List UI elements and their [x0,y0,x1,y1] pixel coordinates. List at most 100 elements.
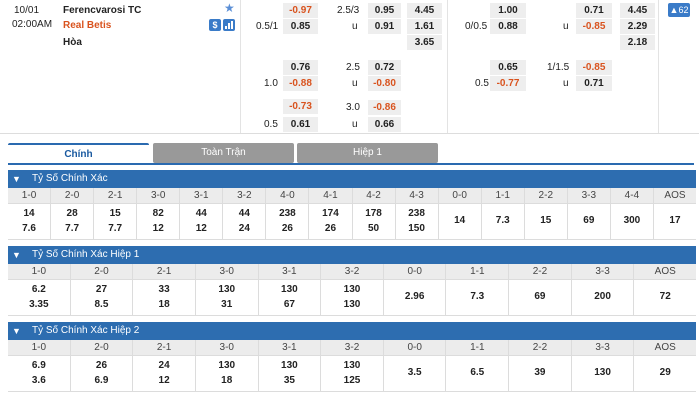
score-odds-cell[interactable]: 44 12 [180,204,224,239]
odds-value: 12 [152,223,164,234]
ht-ou-under-2[interactable]: 0.71 [576,76,612,91]
score-odds-cell[interactable]: 26 6.9 [71,356,134,391]
section-header[interactable]: ▼ Tỷ Số Chính Xác Hiệp 1 [8,246,696,264]
ht-1x2-home[interactable]: 4.45 [620,3,655,18]
section-title: Tỷ Số Chính Xác [32,173,108,184]
chart-icon[interactable] [223,19,235,31]
score-header: AOS [654,342,676,353]
score-odds-cell[interactable]: 33 18 [133,280,196,315]
score-odds-cell[interactable]: 17 [654,204,696,239]
score-odds-cell[interactable]: 130 130 [321,280,384,315]
ft-ou-u-2: u [352,78,358,89]
tab-main[interactable]: Chính [8,143,149,165]
ft-hdp-line-3: 0.5 [264,119,278,130]
score-odds-cell[interactable]: 15 7.7 [94,204,138,239]
score-odds-cell[interactable]: 72 [634,280,696,315]
score-odds-cell[interactable]: 6.2 3.35 [8,280,71,315]
score-odds-cell[interactable]: 3.5 [384,356,447,391]
odds-value: 31 [221,299,233,310]
score-odds-cell[interactable]: 82 12 [137,204,181,239]
score-odds-cell[interactable]: 300 [611,204,654,239]
score-odds-cell[interactable]: 15 [525,204,568,239]
score-odds-cell[interactable]: 130 35 [259,356,322,391]
ht-hdp-line-2: 0.5 [475,78,489,89]
score-odds-cell[interactable]: 6.9 3.6 [8,356,71,391]
odds-value: 8.5 [94,299,109,310]
star-icon[interactable]: ★ [224,1,235,15]
score-odds-cell[interactable]: 178 50 [353,204,396,239]
match-time: 02:00AM [12,19,53,30]
score-odds-cell[interactable]: 44 24 [223,204,267,239]
score-odds-cell[interactable]: 130 125 [321,356,384,391]
score-odds-cell[interactable]: 130 67 [259,280,322,315]
score-header: 3-3 [572,340,635,355]
home-team[interactable]: Ferencvarosi TC [63,5,142,16]
score-odds-cell[interactable]: 28 7.7 [51,204,95,239]
score-odds-cell[interactable]: 14 7.6 [8,204,52,239]
score-odds-cell[interactable]: 6.5 [446,356,510,391]
score-header: 2-2 [509,264,572,279]
score-odds-cell[interactable]: 29 [634,356,696,391]
score-odds-row: 14 7.6 28 7.7 15 7.7 82 12 44 12 44 24 238 26 174 26 178… [8,204,696,240]
score-odds-cell[interactable]: 174 26 [309,204,353,239]
ht-1x2-away[interactable]: 2.29 [620,19,655,34]
dollar-icon[interactable]: $ [209,19,221,31]
score-odds-cell[interactable]: 69 [568,204,611,239]
score-odds-cell[interactable]: 27 8.5 [71,280,134,315]
tab-full-match[interactable]: Toàn Trận [153,143,294,163]
score-odds-cell[interactable]: 238 26 [266,204,310,239]
ft-hdp-away-3[interactable]: 0.61 [283,117,318,132]
ft-hdp-home-3[interactable]: -0.73 [283,99,318,114]
odds-value: 28 [66,208,78,219]
section-header[interactable]: ▼ Tỷ Số Chính Xác Hiệp 2 [8,322,696,340]
score-odds-cell[interactable]: 24 12 [133,356,196,391]
away-team[interactable]: Real Betis [63,20,112,31]
score-odds-cell[interactable]: 7.3 [482,204,525,239]
score-odds-cell[interactable]: 130 18 [196,356,259,391]
ft-hdp-home-2[interactable]: 0.76 [283,60,318,75]
ht-hdp-home-2[interactable]: 0.65 [490,60,526,75]
ft-hdp-home-1[interactable]: -0.97 [283,3,318,18]
ft-ou-over-3[interactable]: -0.86 [368,100,401,115]
ht-ou-line-2: 1/1.5 [547,62,570,73]
score-odds-row: 6.2 3.35 27 8.5 33 18 130 31 130 67 130 130 2.96 7.3 6… [8,280,696,316]
ft-ou-under-2[interactable]: -0.80 [368,76,401,91]
score-odds-cell[interactable]: 130 [572,356,635,391]
score-odds-cell[interactable]: 238 150 [396,204,439,239]
ht-ou-over-1[interactable]: 0.71 [576,3,612,18]
score-header: 1-0 [8,188,52,203]
score-odds-cell[interactable]: 2.96 [384,280,447,315]
ht-ou-over-2[interactable]: -0.85 [576,60,612,75]
score-odds-cell[interactable]: 39 [509,356,572,391]
ft-ou-under-3[interactable]: 0.66 [368,117,401,132]
ht-hdp-home-1[interactable]: 1.00 [490,3,526,18]
odds-value: 67 [283,299,295,310]
ht-hdp-away-2[interactable]: -0.77 [490,76,526,91]
ft-hdp-away-2[interactable]: -0.88 [283,76,318,91]
score-odds-cell[interactable]: 14 [439,204,482,239]
ft-hdp-away-1[interactable]: 0.85 [283,19,318,34]
section-header[interactable]: ▼ Tỷ Số Chính Xác [8,170,696,188]
score-odds-cell[interactable]: 7.3 [446,280,510,315]
score-header: 3-2 [223,188,267,203]
odds-value: 130 [218,360,236,371]
ht-1x2-draw[interactable]: 2.18 [620,35,655,50]
tab-first-half[interactable]: Hiệp 1 [297,143,438,163]
score-odds-cell[interactable]: 130 31 [196,280,259,315]
ft-hdp-line-2: 1.0 [264,78,278,89]
ft-ou-over-2[interactable]: 0.72 [368,60,401,75]
ft-ou-over-1[interactable]: 0.95 [368,3,401,18]
score-odds-cell[interactable]: 69 [509,280,572,315]
ft-1x2-draw[interactable]: 3.65 [407,35,442,50]
ht-hdp-away-1[interactable]: 0.88 [490,19,526,34]
score-odds-cell[interactable]: 200 [572,280,635,315]
odds-value: 130 [281,360,298,371]
score-header: 3-2 [321,340,384,355]
more-markets-button[interactable]: ▲62 [668,3,690,17]
ht-ou-under-1[interactable]: -0.85 [576,19,612,34]
ft-1x2-home[interactable]: 4.45 [407,3,442,18]
odds-value: 69 [583,215,595,226]
ft-ou-under-1[interactable]: 0.91 [368,19,401,34]
ft-1x2-away[interactable]: 1.61 [407,19,442,34]
score-header: AOS [664,190,686,201]
